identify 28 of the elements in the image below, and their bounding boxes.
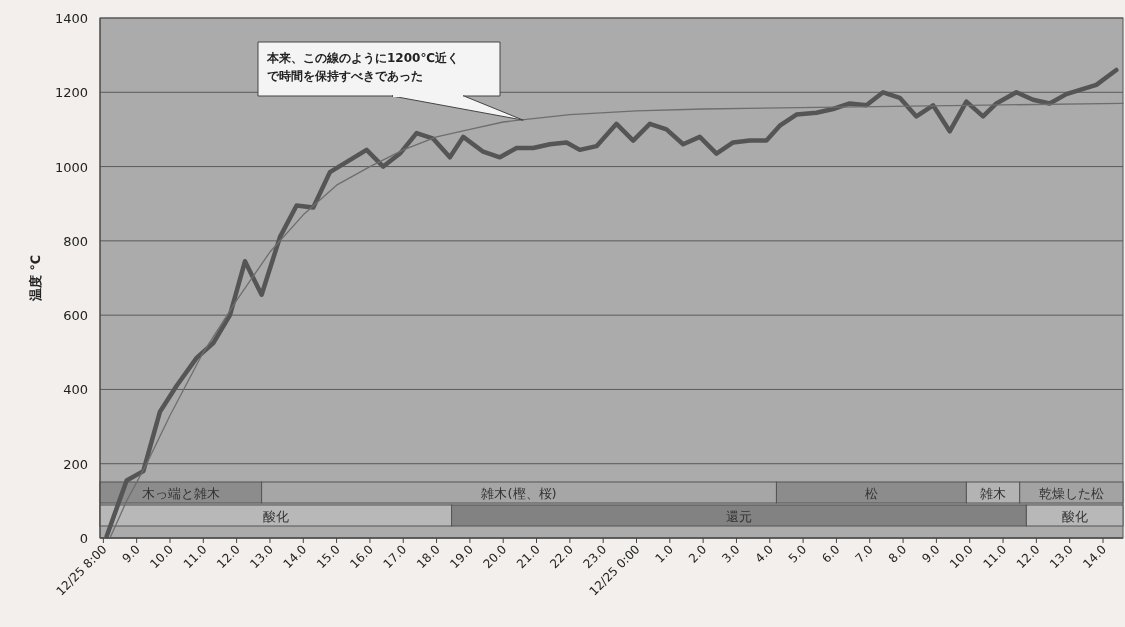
y-axis-title: 温度 ℃ [28,254,43,303]
band-label: 雑木(樫、桜) [481,486,557,501]
y-tick-label: 800 [63,233,88,249]
y-tick-label: 1200 [54,85,88,101]
band-label: 松 [864,486,878,501]
x-tick-label: 6.0 [819,542,843,566]
x-tick-label: 9.0 [919,542,943,566]
x-tick-label: 3.0 [719,542,743,566]
y-tick-label: 600 [63,308,88,324]
x-tick-label: 5.0 [785,542,810,566]
annotation: 本来、この線のように1200℃近くで時間を保持すべきであった [266,51,459,83]
x-tick-label: 9.0 [119,542,143,566]
x-tick-label: 7.0 [852,542,876,566]
y-tick-label: 200 [63,456,88,472]
y-tick-label: 1400 [54,11,88,26]
y-tick-label: 0 [79,531,88,546]
x-tick-label: 1.0 [652,542,676,566]
band-label: 木っ端と雑木 [141,486,220,501]
band-label: 乾燥した松 [1038,486,1104,501]
x-tick-label: 8.0 [885,542,910,566]
band-label: 酸化 [1061,509,1088,524]
band-label: 還元 [725,509,752,524]
band-label: 酸化 [262,509,289,524]
y-tick-label: 400 [63,382,88,398]
x-tick-label: 4.0 [752,542,776,566]
band-label: 雑木 [980,486,1007,501]
y-tick-label: 1000 [54,159,88,175]
x-tick-label: 2.0 [685,542,710,566]
